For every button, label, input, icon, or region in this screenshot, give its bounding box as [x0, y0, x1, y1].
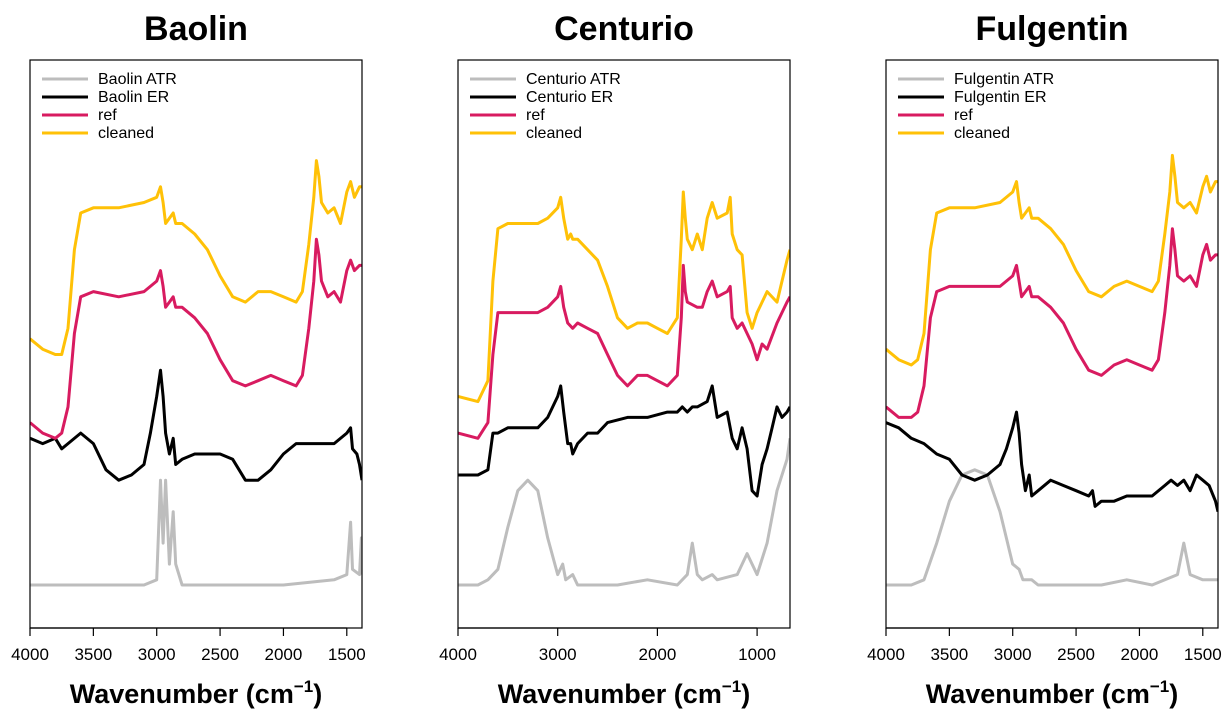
series-line-cleaned	[30, 159, 362, 356]
x-tick-label: 2000	[1121, 645, 1159, 664]
legend-label: ref	[526, 107, 545, 124]
series-line-er	[458, 384, 790, 498]
legend-label: ref	[954, 107, 973, 124]
legend-label: Fulgentin ATR	[954, 71, 1054, 88]
legend-label: Centurio ATR	[526, 71, 621, 88]
plot-frame	[457, 59, 791, 629]
x-tick-label: 3000	[994, 645, 1032, 664]
x-tick-label: 4000	[11, 645, 49, 664]
series-line-cleaned	[458, 190, 790, 404]
series-line-ref	[458, 263, 790, 440]
x-tick-label: 3000	[138, 645, 176, 664]
series-line-ref	[30, 237, 362, 440]
x-axis-label: Wavenumber (cm−1)	[926, 677, 1178, 709]
series-line-er	[30, 368, 362, 482]
series-line-atr	[30, 478, 362, 587]
series-line-ref	[886, 227, 1218, 419]
chart-title: Centurio	[554, 10, 694, 48]
x-axis-label: Wavenumber (cm−1)	[498, 677, 750, 709]
x-tick-label: 4000	[867, 645, 905, 664]
series-group	[886, 153, 1218, 587]
x-tick-label: 4000	[439, 645, 477, 664]
legend-label: cleaned	[954, 125, 1010, 142]
legend-label: Baolin ATR	[98, 71, 177, 88]
series-line-er	[886, 410, 1218, 513]
series-line-atr	[886, 468, 1218, 587]
legend-label: Centurio ER	[526, 89, 613, 106]
x-tick-label: 1500	[1184, 645, 1222, 664]
x-tick-label: 1500	[328, 645, 366, 664]
x-tick-label: 1000	[738, 645, 776, 664]
chart-title: Fulgentin	[976, 10, 1129, 48]
legend-label: Baolin ER	[98, 89, 169, 106]
legend-label: Fulgentin ER	[954, 89, 1047, 106]
legend-label: cleaned	[98, 125, 154, 142]
legend-label: cleaned	[526, 125, 582, 142]
legend-label: ref	[98, 107, 117, 124]
x-tick-label: 2000	[265, 645, 303, 664]
series-line-cleaned	[886, 153, 1218, 367]
x-tick-label: 3000	[539, 645, 577, 664]
x-tick-label: 2000	[638, 645, 676, 664]
x-axis-label: Wavenumber (cm−1)	[70, 677, 322, 709]
plot-frame	[29, 59, 363, 629]
series-group	[458, 190, 790, 587]
chart-title: Baolin	[144, 10, 248, 48]
x-tick-label: 3500	[930, 645, 968, 664]
series-line-atr	[458, 438, 790, 587]
x-tick-label: 3500	[74, 645, 112, 664]
series-group	[30, 159, 362, 587]
x-tick-label: 2500	[1057, 645, 1095, 664]
x-tick-label: 2500	[201, 645, 239, 664]
